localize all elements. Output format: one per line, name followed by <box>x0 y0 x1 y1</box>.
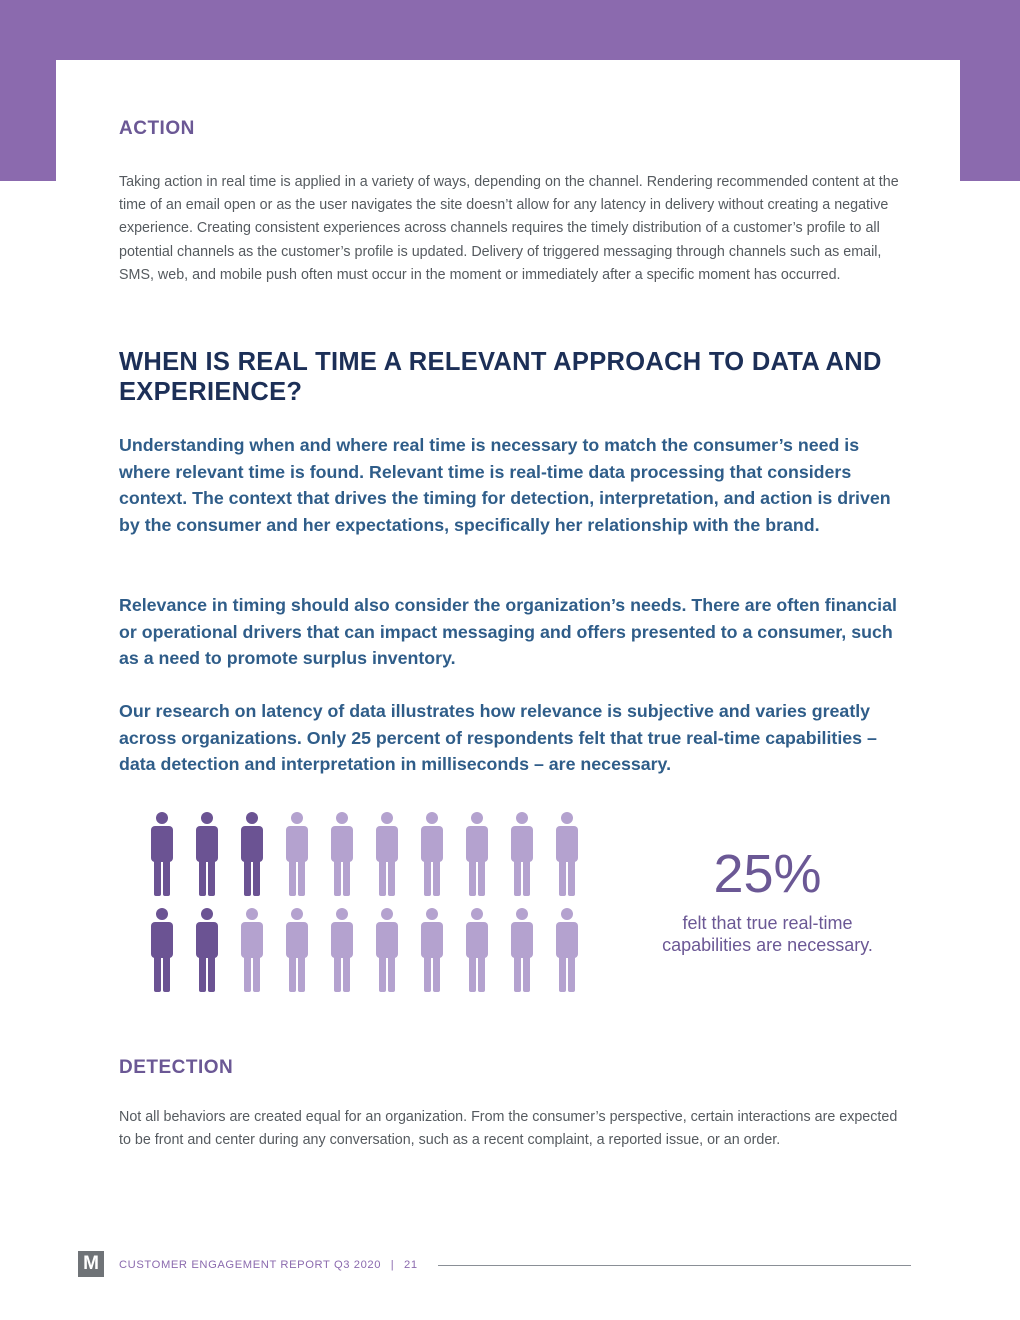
report-title: CUSTOMER ENGAGEMENT REPORT <box>119 1259 331 1271</box>
people-row <box>148 812 581 896</box>
person-icon <box>151 812 173 896</box>
person-icon <box>376 812 398 896</box>
page-number: 21 <box>404 1259 418 1271</box>
detection-heading: DETECTION <box>119 1057 234 1078</box>
person-icon <box>511 812 533 896</box>
person-icon <box>556 812 578 896</box>
person-icon <box>241 908 263 992</box>
page-footer: M CUSTOMER ENGAGEMENT REPORT Q3 2020 | 2… <box>78 1251 911 1277</box>
person-icon <box>286 908 308 992</box>
relevance-paragraph-1: Understanding when and where real time i… <box>119 435 891 536</box>
footer-label: CUSTOMER ENGAGEMENT REPORT Q3 2020 | 21 <box>119 1259 418 1271</box>
m-logo-icon: M <box>78 1251 104 1277</box>
person-icon <box>466 908 488 992</box>
person-icon <box>331 812 353 896</box>
person-icon <box>331 908 353 992</box>
person-icon <box>556 908 578 992</box>
relevance-paragraph-3: Our research on latency of data illustra… <box>119 701 877 775</box>
relevance-heading: WHEN IS REAL TIME A RELEVANT APPROACH TO… <box>119 348 882 406</box>
person-icon <box>286 812 308 896</box>
footer-separator: | <box>390 1259 395 1271</box>
person-icon <box>241 812 263 896</box>
report-period: Q3 2020 <box>333 1259 382 1271</box>
detection-paragraph: Not all behaviors are created equal for … <box>119 1109 898 1149</box>
action-paragraph: Taking action in real time is applied in… <box>119 174 899 283</box>
relevance-paragraph-2: Relevance in timing should also consider… <box>119 595 897 669</box>
person-icon <box>196 908 218 992</box>
person-icon <box>376 908 398 992</box>
footer-rule <box>438 1265 911 1266</box>
person-icon <box>196 812 218 896</box>
person-icon <box>151 908 173 992</box>
people-figure <box>148 808 608 998</box>
stat-caption: felt that true real-time capabilities ar… <box>662 913 873 955</box>
stat-value: 25% <box>713 844 822 904</box>
people-row <box>148 908 581 992</box>
person-icon <box>421 908 443 992</box>
person-icon <box>511 908 533 992</box>
person-icon <box>421 812 443 896</box>
page-card <box>56 60 960 1240</box>
action-heading: ACTION <box>119 118 195 139</box>
person-icon <box>466 812 488 896</box>
